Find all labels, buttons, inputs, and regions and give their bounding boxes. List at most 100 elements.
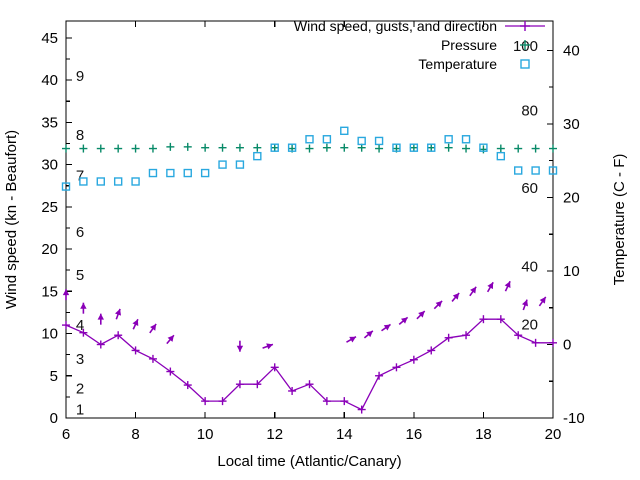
wind-direction-arrow <box>166 334 175 345</box>
square-marker <box>270 143 279 152</box>
wind-direction-arrow <box>504 280 511 292</box>
gust-direction-series <box>62 280 547 352</box>
legend-label: Temperature <box>418 56 497 72</box>
wind-direction-arrow <box>363 330 374 339</box>
fahrenheit-label: 80 <box>521 103 538 120</box>
beaufort-label: 5 <box>76 267 84 284</box>
y2-tick-label: -10 <box>563 410 585 427</box>
y-tick-label: 0 <box>50 410 58 427</box>
y-tick-label: 10 <box>41 326 58 343</box>
wind-direction-arrow <box>132 318 139 330</box>
y-tick-label: 45 <box>41 30 58 47</box>
square-marker <box>392 143 401 152</box>
square-marker <box>340 126 349 136</box>
square-marker <box>357 136 366 146</box>
square-marker <box>514 166 523 175</box>
square-marker <box>113 177 123 186</box>
square-marker <box>96 177 105 186</box>
beaufort-label: 1 <box>76 402 84 419</box>
square-marker <box>409 143 419 152</box>
fahrenheit-scale-labels: 20406080100 <box>513 38 538 334</box>
square-marker <box>253 151 262 161</box>
y-tick-label: 15 <box>41 283 58 300</box>
y-tick-label: 25 <box>41 199 58 216</box>
temperature-series <box>61 126 558 191</box>
wind-direction-arrow <box>262 343 274 350</box>
legend-marker <box>520 59 530 69</box>
legend-marker <box>520 40 530 50</box>
wind-speed-line <box>65 318 553 411</box>
square-marker <box>166 168 175 178</box>
y2-tick-label: 30 <box>563 116 580 133</box>
square-marker <box>374 136 384 146</box>
square-marker <box>305 135 314 144</box>
wind-direction-arrow <box>433 300 443 310</box>
square-marker <box>322 135 332 144</box>
x-tick-label: 20 <box>545 426 562 443</box>
wind-direction-arrow <box>236 340 244 352</box>
wind-direction-arrow <box>469 286 477 297</box>
y-tick-label: 20 <box>41 241 58 258</box>
beaufort-label: 8 <box>76 127 84 144</box>
x-tick-label: 6 <box>62 426 70 443</box>
wind-direction-arrow <box>149 323 157 334</box>
fahrenheit-label: 60 <box>521 180 538 197</box>
wind-direction-arrow <box>486 281 494 293</box>
x-axis-label: Local time (Atlantic/Canary) <box>217 453 401 470</box>
legend-marker <box>505 21 545 31</box>
y-tick-label: 30 <box>41 157 58 174</box>
square-marker <box>496 151 506 161</box>
y-axis-label: Wind speed (kn - Beaufort) <box>3 130 20 309</box>
x-tick-label: 16 <box>406 426 423 443</box>
y-tick-label: 40 <box>41 72 58 89</box>
y2-tick-label: 10 <box>563 263 580 280</box>
square-marker <box>61 182 71 191</box>
axis-box <box>65 20 554 419</box>
x-tick-label: 10 <box>197 426 214 443</box>
square-marker <box>235 160 245 169</box>
wind-direction-arrow <box>381 323 391 332</box>
x-tick-label: 14 <box>336 426 353 443</box>
y2-axis-label: Temperature (C - F) <box>611 154 628 286</box>
beaufort-label: 6 <box>76 224 84 241</box>
square-marker <box>200 168 210 178</box>
square-marker <box>461 135 471 144</box>
fahrenheit-label: 20 <box>521 317 538 334</box>
beaufort-label: 9 <box>76 68 84 85</box>
y2-tick-label: 20 <box>563 189 580 206</box>
wind-speed-series <box>62 315 557 414</box>
square-marker <box>148 168 158 178</box>
square-marker <box>427 143 436 152</box>
beaufort-label: 4 <box>76 317 84 334</box>
square-marker <box>520 59 530 69</box>
legend-label: Pressure <box>441 37 497 53</box>
y-axis-ticks: 0 5 10 15 20 25 30 35 40 45 <box>41 30 72 427</box>
beaufort-label: 2 <box>76 380 84 397</box>
square-marker <box>131 177 140 186</box>
plot-frame <box>65 20 554 419</box>
wind-direction-arrow <box>538 296 547 307</box>
x-axis-ticks: 6 8 10 12 14 16 18 20 <box>62 21 562 443</box>
wind-direction-arrow <box>416 310 426 320</box>
y2-tick-label: 0 <box>563 336 571 353</box>
wind-direction-arrow <box>346 336 357 343</box>
wind-direction-arrow <box>97 313 104 325</box>
beaufort-label: 7 <box>76 168 84 185</box>
wind-direction-arrow <box>521 299 529 311</box>
y-tick-label: 35 <box>41 114 58 131</box>
wind-direction-arrow <box>451 292 460 302</box>
square-marker <box>183 168 192 178</box>
legend-label: Wind speed, gusts, and direction <box>294 18 497 34</box>
square-marker <box>444 135 453 144</box>
x-tick-label: 8 <box>131 426 139 443</box>
fahrenheit-label: 40 <box>521 259 538 276</box>
square-marker <box>531 166 540 175</box>
beaufort-scale-labels: 1 2 3 4 5 6 7 8 9 <box>76 68 84 419</box>
y-tick-label: 5 <box>50 368 58 385</box>
y2-tick-label: 40 <box>563 42 580 59</box>
x-tick-label: 12 <box>266 426 283 443</box>
square-marker <box>79 177 88 186</box>
y2-axis-ticks: -10 0 10 20 30 40 <box>547 42 585 427</box>
